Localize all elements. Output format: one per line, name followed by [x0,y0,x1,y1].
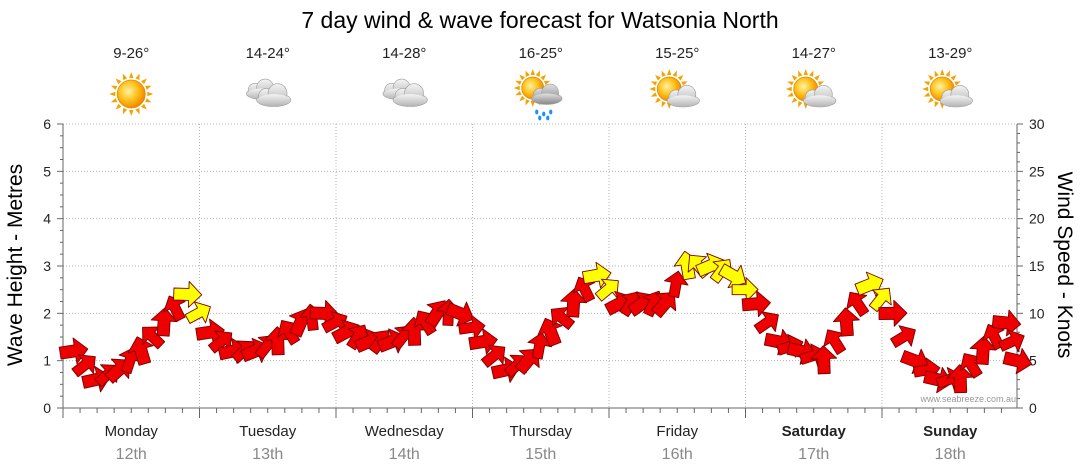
right-tick-label: 30 [1029,116,1045,132]
right-tick-label: 20 [1029,211,1045,227]
left-tick-label: 6 [43,116,51,132]
day-name-label: Thursday [509,423,572,440]
gridlines [63,123,1017,408]
shower-icon [513,69,563,121]
day-name-label: Wednesday [365,423,444,440]
day-date-label: 13th [252,446,283,463]
wind-arrow [444,301,475,327]
sunny-icon [109,72,154,116]
day-name-label: Saturday [782,423,847,440]
wind-arrow [890,325,916,348]
day-date-label: 14th [389,446,420,463]
day-name-label: Friday [656,423,698,440]
temp-range-label: 13-29° [928,45,972,62]
right-tick-label: 0 [1029,400,1037,416]
weather-icons [109,69,973,121]
wind-arrow [731,277,759,303]
left-axis-ticks: 0 1 2 3 4 5 6 [43,116,51,416]
day-labels: Monday 12th Tuesday 13th Wednesday 14th Thursd… [105,423,978,463]
chart-title: 7 day wind & wave forecast for Watsonia … [301,7,778,33]
right-tick-label: 10 [1029,305,1045,321]
partly-cloudy-icon [785,69,837,109]
day-date-label: 17th [798,446,829,463]
right-tick-label: 25 [1029,163,1045,179]
wind-arrow [1002,348,1033,375]
left-axis-label: Wave Height - Metres [4,164,27,366]
wind-arrow [753,311,779,335]
wind-arrow [997,329,1025,353]
axes [57,123,1023,418]
right-axis-label: Wind Speed - Knots [1053,172,1076,359]
day-date-label: 16th [662,446,693,463]
day-name-label: Tuesday [239,423,296,440]
wind-arrow [823,329,847,356]
wind-arrow [184,301,211,324]
temp-range-label: 14-24° [246,45,290,62]
partly-cloudy-icon [922,69,973,109]
left-tick-label: 2 [43,305,51,321]
wind-arrow [878,299,908,327]
temp-range-label: 15-25° [655,45,699,62]
right-axis-ticks: 0 5 10 15 20 25 30 [1029,116,1045,416]
wind-arrow [458,314,486,340]
wind-arrow [594,278,619,302]
wind-arrow [741,290,771,318]
day-date-label: 12th [116,446,147,463]
temperature-labels: 9-26° 14-24° 14-28° 16-25° 15-25° 14-27° 13-29… [113,45,972,62]
day-name-label: Monday [105,423,159,440]
sun-disc [116,79,146,109]
wind-arrow [142,326,166,350]
partly-cloudy-icon [649,69,700,109]
wind-arrow [527,332,552,360]
wind-arrow [991,309,1022,337]
wind-arrow [832,307,860,337]
sun-rays [109,72,154,116]
right-tick-label: 15 [1029,258,1045,274]
wind-arrow [346,324,370,351]
rain-drops [535,109,553,121]
wind-arrow [207,330,233,354]
left-tick-label: 3 [43,258,51,274]
wind-arrow [550,307,576,330]
wind-arrow [560,288,588,318]
day-date-label: 18th [935,446,966,463]
left-tick-label: 0 [43,400,51,416]
cloud-shape [256,83,292,107]
wind-arrow [651,291,677,319]
cloudy-icon [382,78,428,107]
wind-arrow [71,354,96,378]
wind-arrows [58,250,1033,394]
wind-arrow [150,307,178,337]
temp-range-label: 14-28° [382,45,426,62]
temp-range-label: 9-26° [113,45,149,62]
cloudy-icon [246,78,292,107]
cloud-shape [666,85,700,108]
day-name-label: Sunday [923,423,978,440]
cloud-shape [392,83,428,107]
cloud-shape [939,85,973,108]
wind-arrow [946,364,974,394]
right-tick-label: 5 [1029,353,1037,369]
left-tick-label: 5 [43,163,51,179]
day-date-label: 15th [525,446,556,463]
left-tick-label: 1 [43,353,51,369]
left-tick-label: 4 [43,211,51,227]
cloud-shape [803,85,837,108]
temp-range-label: 16-25° [519,45,563,62]
wind-arrow [969,335,997,366]
cloud-shape [531,83,563,105]
wind-arrow [810,345,838,375]
wind-arrow [173,281,203,308]
wind-arrow [480,344,506,368]
source-credit: www.seabreeze.com.au [919,394,1016,404]
temp-range-label: 14-27° [792,45,836,62]
